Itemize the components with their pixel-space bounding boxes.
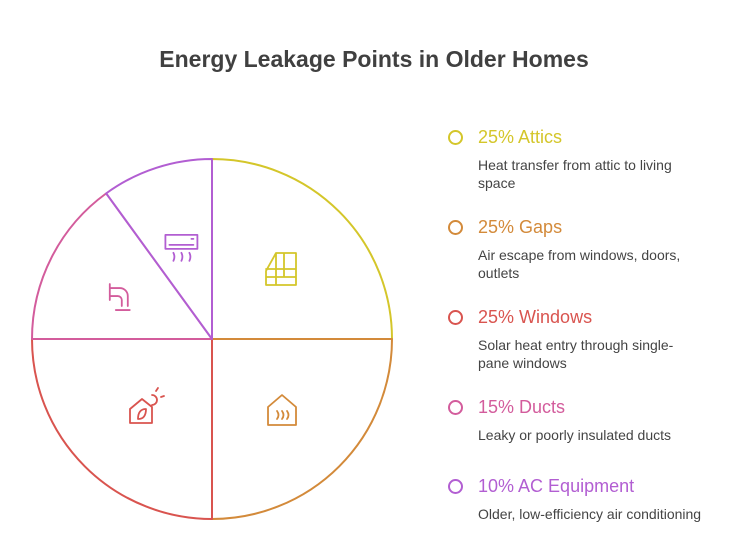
icon-shape [108,283,131,311]
legend-description: Solar heat entry through single-pane win… [478,337,674,371]
pie-slice [31,338,213,520]
legend-label: 10% AC Equipment [478,476,634,497]
slice-icon [267,394,297,426]
icon-shape [265,252,297,286]
legend-name: Attics [518,127,563,147]
legend-description: Older, low-efficiency air conditioning [478,506,702,522]
icon-shape [129,387,165,424]
pie-slice [31,192,213,340]
icon-shape [164,233,199,262]
legend-description: Heat transfer from attic to living space [478,157,672,191]
legend-value: 25% [478,217,515,237]
chart-title: Energy Leakage Points in Older Homes [159,46,589,72]
legend-marker [448,130,463,145]
legend-marker [448,220,463,235]
legend-label: 15% Ducts [478,397,565,418]
legend-name: Ducts [519,397,566,417]
legend-marker [448,479,463,494]
legend-label: 25% Gaps [478,217,562,238]
slice-icon [164,233,199,262]
legend-name: Windows [519,307,593,327]
legend-name: Gaps [519,217,563,237]
legend-name: AC Equipment [518,476,635,496]
pie-slice [211,338,393,520]
legend-value: 10% [478,476,515,496]
icon-shape [267,394,297,426]
legend-value: 15% [478,397,515,417]
slice-icon [265,252,297,286]
legend-value: 25% [478,307,515,327]
legend-value: 25% [478,127,515,147]
legend-description: Leaky or poorly insulated ducts [478,427,671,443]
legend-label: 25% Windows [478,307,592,328]
legend-description: Air escape from windows, doors, outlets [478,247,681,281]
legend-marker [448,310,463,325]
slice-icon [129,387,165,424]
legend-marker [448,400,463,415]
legend-label: 25% Attics [478,127,562,148]
pie-slice [105,158,213,340]
pie-slice [211,158,393,340]
slice-icon [108,283,131,311]
